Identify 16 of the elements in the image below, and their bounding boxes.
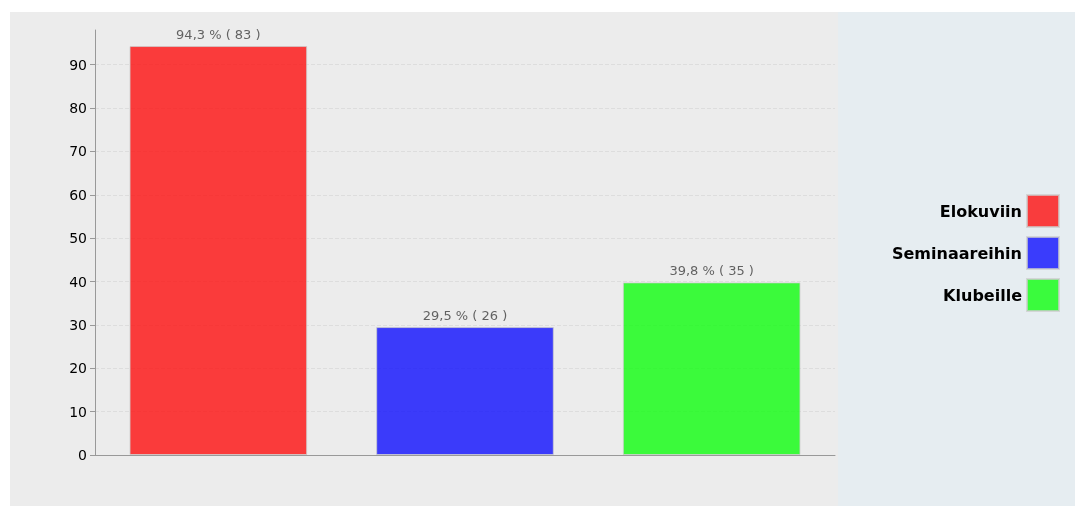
data-label: 94,3 % ( 83 ) — [176, 27, 261, 43]
legend-label: Seminaareihin — [891, 243, 1022, 263]
y-tick-label: 80 — [69, 100, 87, 117]
y-tick-label: 70 — [69, 143, 87, 160]
y-tick-label: 90 — [69, 56, 87, 73]
y-tick-label: 10 — [69, 403, 87, 420]
y-tick-label: 60 — [69, 186, 87, 203]
legend-label: Klubeille — [943, 285, 1023, 305]
data-label: 39,8 % ( 35 ) — [669, 263, 754, 279]
y-tick-label: 0 — [78, 447, 87, 463]
y-tick-label: 50 — [69, 230, 87, 247]
y-tick-label: 40 — [69, 273, 87, 290]
y-tick-label: 20 — [69, 360, 87, 377]
legend-label: Elokuviin — [939, 201, 1022, 221]
y-tick-label: 30 — [69, 316, 87, 333]
data-label: 29,5 % ( 26 ) — [422, 308, 508, 324]
